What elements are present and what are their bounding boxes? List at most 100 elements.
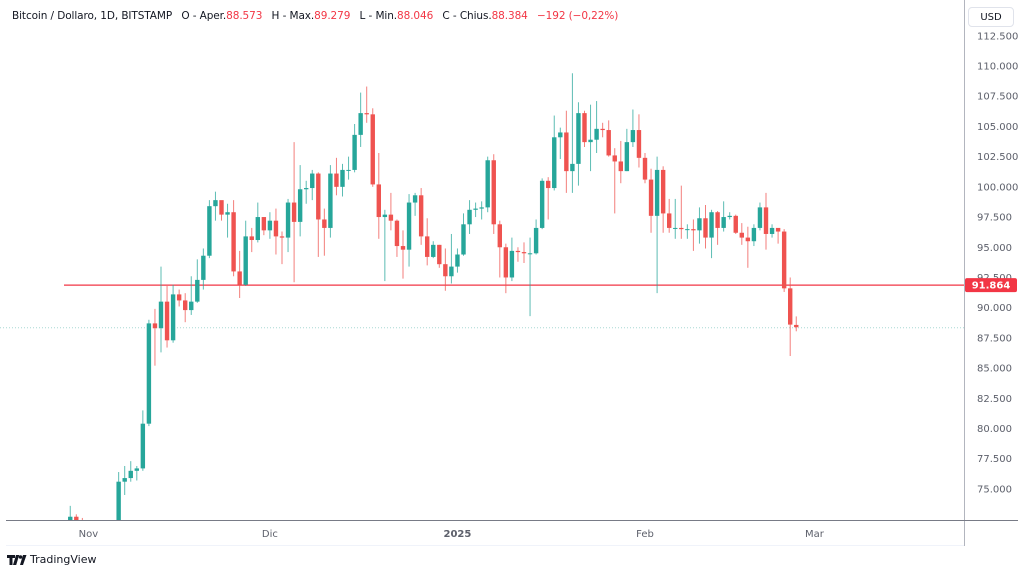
- candle[interactable]: [340, 163, 345, 197]
- candle[interactable]: [146, 319, 152, 427]
- candle[interactable]: [201, 248, 206, 290]
- candle[interactable]: [757, 202, 763, 231]
- candle[interactable]: [400, 230, 406, 279]
- candle[interactable]: [346, 156, 351, 180]
- candle[interactable]: [291, 142, 297, 283]
- candle[interactable]: [636, 114, 642, 168]
- candle[interactable]: [176, 289, 182, 307]
- candle[interactable]: [310, 169, 315, 201]
- candle[interactable]: [364, 86, 369, 123]
- candle[interactable]: [570, 73, 575, 193]
- candle[interactable]: [334, 157, 339, 196]
- candle[interactable]: [527, 237, 533, 317]
- candlestick-chart[interactable]: 75.000 77.500 80.000 82.500 85.000 87.500 90.0…: [0, 0, 1024, 548]
- candle[interactable]: [328, 165, 333, 238]
- candle[interactable]: [515, 247, 521, 262]
- candle[interactable]: [497, 220, 502, 278]
- candle[interactable]: [189, 276, 194, 315]
- tradingview-logo[interactable]: TradingView: [7, 553, 96, 566]
- candle[interactable]: [74, 514, 79, 532]
- candle[interactable]: [648, 168, 654, 233]
- candle[interactable]: [606, 120, 611, 157]
- candle[interactable]: [255, 202, 260, 243]
- candle[interactable]: [781, 229, 787, 292]
- candle[interactable]: [794, 316, 799, 332]
- candle[interactable]: [685, 224, 690, 239]
- candle[interactable]: [509, 237, 515, 282]
- candle[interactable]: [237, 250, 242, 299]
- candle[interactable]: [739, 223, 744, 245]
- currency-button[interactable]: USD: [968, 7, 1014, 27]
- candle[interactable]: [721, 201, 726, 232]
- candle[interactable]: [316, 172, 321, 257]
- candle[interactable]: [588, 104, 593, 172]
- price-axis[interactable]: 75.000 77.500 80.000 82.500 85.000 87.500 90.0…: [977, 31, 1018, 495]
- candle[interactable]: [394, 219, 400, 257]
- candle[interactable]: [612, 148, 617, 214]
- candle[interactable]: [558, 127, 563, 160]
- time-axis[interactable]: Nov Dic 2025 Feb Mar: [79, 529, 825, 540]
- candle[interactable]: [406, 194, 412, 267]
- candle[interactable]: [437, 244, 442, 268]
- candle[interactable]: [564, 110, 569, 193]
- candle[interactable]: [322, 208, 327, 256]
- candle[interactable]: [261, 217, 267, 236]
- candle[interactable]: [485, 156, 490, 213]
- candle[interactable]: [285, 198, 291, 253]
- candle[interactable]: [788, 277, 793, 357]
- candle[interactable]: [243, 220, 248, 286]
- candle[interactable]: [207, 200, 212, 259]
- candle[interactable]: [116, 472, 121, 548]
- candle[interactable]: [691, 219, 696, 251]
- candle[interactable]: [122, 465, 127, 495]
- candle[interactable]: [412, 192, 418, 216]
- plot-area[interactable]: [0, 73, 964, 548]
- candle[interactable]: [624, 128, 630, 172]
- candle[interactable]: [352, 124, 357, 173]
- candle[interactable]: [370, 108, 375, 187]
- candle[interactable]: [267, 212, 273, 239]
- candle[interactable]: [727, 212, 732, 220]
- candle[interactable]: [304, 180, 309, 204]
- candle[interactable]: [654, 156, 660, 294]
- candle[interactable]: [418, 188, 424, 245]
- candle[interactable]: [539, 178, 545, 230]
- candle[interactable]: [358, 92, 363, 147]
- candle[interactable]: [709, 209, 714, 259]
- candle[interactable]: [769, 224, 775, 238]
- candle[interactable]: [461, 213, 466, 256]
- candle[interactable]: [225, 203, 230, 238]
- candle[interactable]: [455, 248, 460, 273]
- candle[interactable]: [660, 166, 666, 233]
- candle[interactable]: [297, 165, 303, 237]
- candle[interactable]: [521, 242, 527, 263]
- candle[interactable]: [594, 101, 599, 154]
- candle[interactable]: [733, 214, 738, 234]
- candle[interactable]: [751, 224, 757, 247]
- candle[interactable]: [546, 177, 551, 220]
- candle[interactable]: [140, 410, 146, 471]
- candle[interactable]: [152, 308, 158, 366]
- candle[interactable]: [775, 227, 781, 244]
- candle[interactable]: [213, 191, 218, 221]
- candle[interactable]: [219, 200, 224, 221]
- candle[interactable]: [552, 115, 557, 191]
- candle[interactable]: [491, 154, 496, 234]
- candle[interactable]: [763, 192, 769, 250]
- candle[interactable]: [673, 198, 678, 239]
- candle[interactable]: [703, 204, 708, 249]
- candle[interactable]: [382, 209, 388, 282]
- candle[interactable]: [376, 153, 381, 239]
- candle[interactable]: [576, 102, 581, 186]
- candle[interactable]: [128, 461, 133, 482]
- candle[interactable]: [443, 248, 448, 291]
- candle[interactable]: [249, 227, 254, 253]
- candle[interactable]: [679, 185, 684, 239]
- candle[interactable]: [449, 233, 454, 284]
- candle[interactable]: [279, 231, 285, 265]
- candle[interactable]: [158, 266, 164, 353]
- candle[interactable]: [618, 140, 623, 184]
- candle[interactable]: [467, 200, 472, 234]
- candle[interactable]: [68, 505, 73, 548]
- candle[interactable]: [642, 153, 648, 184]
